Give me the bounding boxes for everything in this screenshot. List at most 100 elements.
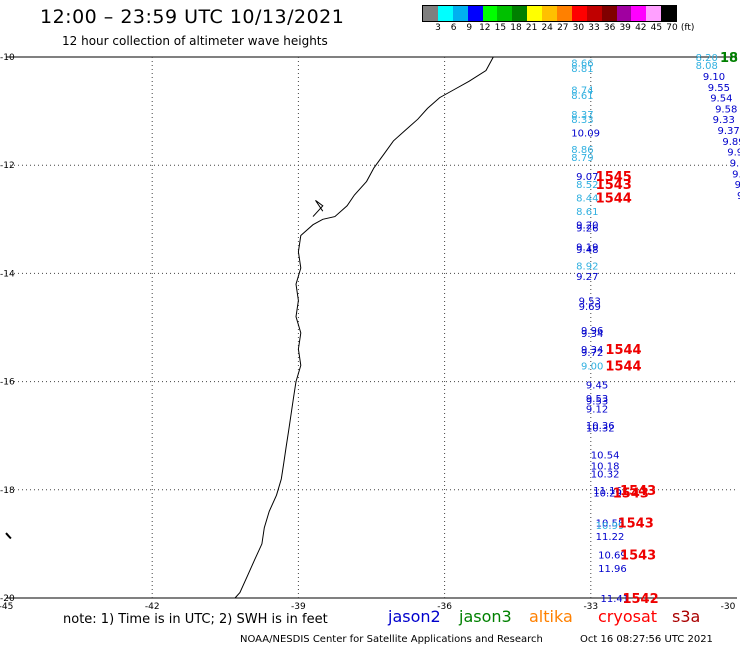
lon-label: -36: [437, 602, 452, 612]
scale-tick-label: 39: [619, 23, 631, 33]
time-stamp-value: 1543: [620, 484, 656, 499]
scale-swatch: [586, 6, 602, 21]
lat-label: -20: [0, 594, 15, 604]
scale-tick-label: 12: [479, 23, 491, 33]
lon-label: -30: [721, 602, 736, 612]
satellite-label-jason3: jason3: [459, 607, 512, 626]
color-scale-legend: 3 6 9 12 15 18 21 24 27 30 33 36 39 42 45 70 (ft): [420, 5, 740, 40]
wave-height-value: 9.96: [581, 326, 603, 337]
wave-height-value: 10.32: [591, 470, 620, 481]
wave-height-value: 10.58: [596, 518, 625, 529]
footer-note: note: 1) Time is in UTC; 2) SWH is in fe…: [63, 612, 328, 627]
map-grid: [6, 56, 737, 599]
scale-swatch: [661, 6, 677, 21]
scale-swatch: [482, 6, 498, 21]
time-stamp-value: 1543: [613, 487, 649, 502]
wave-height-value: 8.52: [576, 180, 598, 191]
scale-swatch: [527, 6, 543, 21]
wave-height-value: 9.12: [586, 405, 608, 416]
scale-swatch: [646, 6, 662, 21]
lat-label: -12: [0, 161, 15, 171]
wave-height-value: 9.: [737, 191, 740, 202]
lat-label: -16: [0, 378, 15, 388]
coastline: [5, 56, 494, 599]
scale-swatch: [542, 6, 558, 21]
wave-height-value: 9.8: [735, 180, 740, 191]
wave-height-value: 11.22: [596, 532, 625, 543]
wave-height-value: 9.19: [576, 242, 598, 253]
wave-height-value: 8.61: [571, 91, 593, 102]
wave-height-value: 10.18: [591, 461, 620, 472]
wave-height-value: 9.68: [730, 158, 740, 169]
scale-swatch: [437, 6, 453, 21]
wave-height-value: 9.27: [576, 272, 598, 283]
wave-height-value: 9.54: [710, 94, 732, 105]
wave-height-value: 9.45: [586, 380, 608, 391]
wave-height-value: 8.74: [571, 85, 593, 96]
wave-height-value: 8.08: [696, 61, 718, 72]
wave-height-value: 8.37: [571, 110, 593, 121]
lon-label: -39: [291, 602, 306, 612]
wave-height-value: 9.99: [727, 148, 740, 159]
wave-height-value: 8.81: [571, 64, 593, 75]
time-stamp-value: 1544: [596, 192, 632, 207]
lat-label: -14: [0, 269, 15, 279]
scale-swatch: [467, 6, 483, 21]
time-stamp-value: 1545: [596, 170, 632, 185]
page-subtitle: 12 hour collection of altimeter wave hei…: [62, 34, 328, 48]
scale-tick-label: 30: [572, 23, 585, 33]
wave-height-value: 9.53: [586, 397, 608, 408]
wave-height-value: 10.36: [586, 421, 615, 432]
time-stamp-value: 1543: [596, 178, 632, 193]
scale-tick-label: 70: [666, 23, 678, 33]
lon-label: -33: [583, 602, 598, 612]
wave-height-value: 9.34: [581, 345, 603, 356]
time-stamp-value: 1544: [605, 359, 641, 374]
wave-height-value: 9.53: [586, 394, 608, 405]
scale-swatch: [512, 6, 528, 21]
scale-tick-label: 24: [541, 23, 553, 33]
scale-tick-label: 36: [603, 23, 616, 33]
wave-height-value: 8.66: [571, 58, 593, 69]
wave-height-value: 10.54: [591, 451, 620, 462]
lon-label: -45: [0, 602, 13, 612]
wave-height-value: 10.69: [598, 551, 627, 562]
scale-swatch: [616, 6, 632, 21]
credit-text: NOAA/NESDIS Center for Satellite Applica…: [240, 634, 543, 645]
satellite-label-cryosat: cryosat: [598, 607, 658, 626]
wave-height-value: 9.20: [576, 221, 598, 232]
wave-height-value: 9.89: [722, 137, 740, 148]
satellite-label-altika: altika: [529, 607, 573, 626]
color-scale-swatches: [422, 5, 678, 22]
scale-tick-label: (ft): [680, 23, 695, 33]
wave-height-value: 9.55: [708, 83, 730, 94]
wave-height-value: 9.10: [703, 72, 725, 83]
wave-height-value: 8.33: [571, 115, 593, 126]
wave-height-value: 9.0: [732, 169, 740, 180]
wave-height-value: 11.41: [601, 594, 630, 605]
wave-height-value: 9.34: [581, 329, 603, 340]
wave-height-value: 8.44: [576, 194, 598, 205]
scale-tick-label: 18: [510, 23, 522, 33]
scale-swatch: [497, 6, 513, 21]
wave-height-value: 10.32: [586, 424, 615, 435]
scale-swatch: [423, 6, 438, 21]
scale-tick-label: 3: [435, 23, 441, 33]
wave-height-value: 9.33: [713, 115, 735, 126]
wave-height-value: 8.20: [696, 53, 718, 64]
time-stamp-value: 1543: [618, 516, 654, 531]
wave-height-value: 11.96: [598, 564, 627, 575]
wave-height-value: 9.07: [576, 172, 598, 183]
scale-tick-label: 15: [494, 23, 507, 33]
scale-tick-label: 9: [466, 23, 473, 33]
lon-label: -42: [145, 602, 160, 612]
wave-height-readings: 8.668.818.748.618.378.3310.098.868.799.0…: [571, 51, 740, 607]
wave-height-value: 9.58: [715, 104, 737, 115]
satellite-label-jason2: jason2: [388, 607, 441, 626]
scale-tick-label: 21: [525, 23, 538, 33]
wave-height-value: 10.99: [596, 521, 625, 532]
lat-label: -10: [0, 53, 15, 63]
time-stamp-value: 1544: [605, 343, 641, 358]
wave-height-value: 10.29: [593, 489, 622, 500]
axis-labels: -45 -42 -39 -36 -33 -30 -10 -12 -14 -16 -18 -20: [0, 53, 736, 612]
